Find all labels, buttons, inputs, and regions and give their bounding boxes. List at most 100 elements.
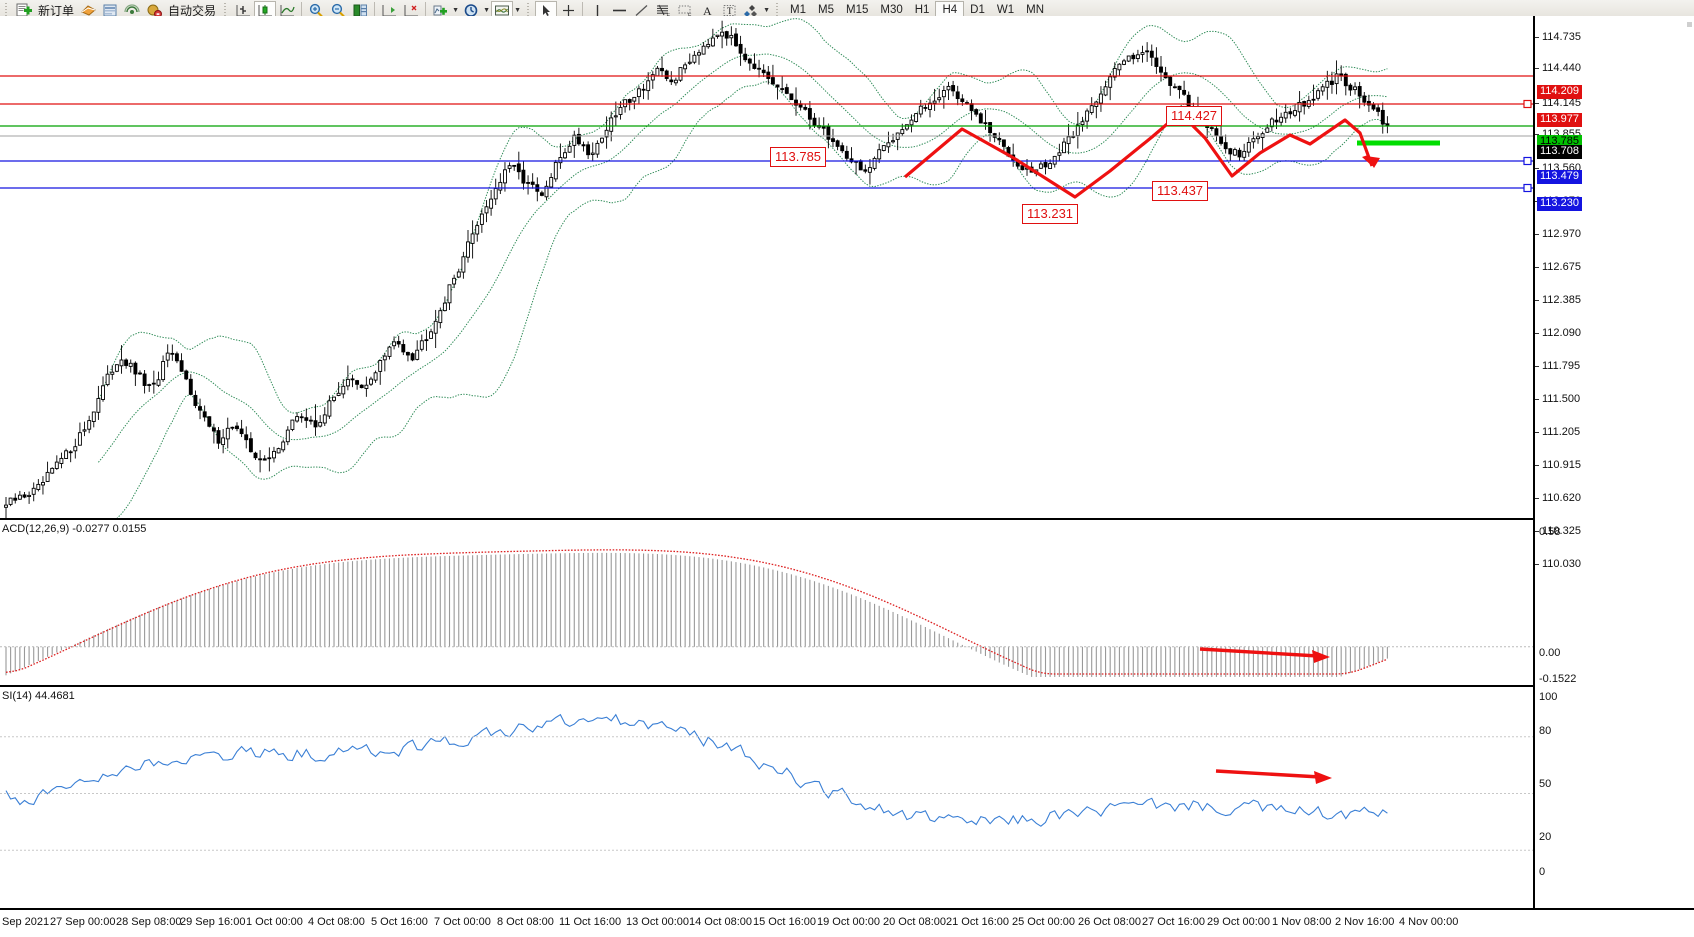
- macd-pane[interactable]: ACD(12,26,9) -0.0277 0.0155 0.580.00-0.1…: [0, 522, 1533, 685]
- rsi-tick: 0: [1539, 866, 1546, 878]
- price-level-badge[interactable]: 113.708: [1537, 145, 1582, 159]
- chart-bar-icon[interactable]: [232, 1, 254, 20]
- time-tick-label: Sep 2021: [2, 916, 50, 928]
- timeframe-m30[interactable]: M30: [880, 4, 903, 16]
- timeframe-h1[interactable]: H1: [914, 4, 930, 16]
- svg-text:A: A: [703, 4, 712, 18]
- fibonacci-icon[interactable]: E: [652, 1, 674, 20]
- indicators-dropdown-arrow[interactable]: ▼: [452, 6, 459, 14]
- tile-windows-icon[interactable]: [349, 1, 371, 20]
- autotrading-label[interactable]: 自动交易: [168, 3, 217, 18]
- timeframe-m5[interactable]: M5: [818, 4, 834, 16]
- macd-tick: -0.1522: [1539, 673, 1577, 685]
- time-tick-label: 1 Oct 00:00: [246, 916, 303, 928]
- price-tick: 111.205: [1535, 426, 1580, 438]
- price-tick: 114.735: [1535, 31, 1581, 43]
- price-tick: 112.090: [1535, 327, 1581, 339]
- toolbar-grip-4[interactable]: [774, 1, 782, 19]
- time-tick-label: 29 Sep 16:00: [180, 916, 246, 928]
- svg-text:E: E: [666, 13, 670, 18]
- new-order-label[interactable]: 新订单: [38, 3, 75, 18]
- rsi-pane[interactable]: SI(14) 44.4681: [0, 689, 1533, 908]
- zoom-in-icon[interactable]: [305, 1, 327, 20]
- price-level-badge[interactable]: 113.230: [1537, 197, 1582, 211]
- autotrading-icon[interactable]: [143, 1, 165, 20]
- anno-114427[interactable]: 114.427: [1166, 106, 1223, 126]
- anno-113785[interactable]: 113.785: [770, 147, 827, 167]
- price-tick: 110.620: [1535, 492, 1581, 504]
- time-axis[interactable]: Sep 2021 27 Sep 00:00 28 Sep 08:00 29 Sep 1…: [0, 910, 1533, 937]
- timeframe-mn[interactable]: MN: [1026, 4, 1044, 16]
- timeframe-m1[interactable]: M1: [790, 4, 807, 16]
- crosshair-icon[interactable]: [557, 1, 579, 20]
- time-tick-label: 4 Nov 00:00: [1399, 916, 1459, 928]
- rsi-tick: 50: [1539, 778, 1552, 790]
- timeframe-w1[interactable]: W1: [996, 4, 1015, 16]
- macd-tick: 0.58: [1539, 526, 1561, 538]
- shapes-icon[interactable]: [740, 1, 762, 20]
- time-tick-label: 7 Oct 00:00: [434, 916, 491, 928]
- text-label-icon[interactable]: T: [718, 1, 740, 20]
- price-chart-canvas[interactable]: [0, 16, 1533, 518]
- anno-113231[interactable]: 113.231: [1022, 204, 1079, 224]
- time-tick-label: 2 Nov 16:00: [1335, 916, 1395, 928]
- shapes-dropdown-arrow[interactable]: ▼: [763, 6, 770, 14]
- profiles-icon[interactable]: [77, 1, 99, 20]
- toolbar-separator-2: [374, 1, 376, 19]
- price-axis[interactable]: 114.735114.440114.145113.855113.560113.2…: [1533, 16, 1694, 908]
- anno-113437[interactable]: 113.437: [1152, 181, 1209, 201]
- price-tick: 111.795: [1535, 360, 1580, 372]
- chart-line-icon[interactable]: [276, 1, 298, 20]
- time-tick-label: 8 Oct 08:00: [497, 916, 554, 928]
- rsi-tick: 80: [1539, 725, 1552, 737]
- time-tick-label: 5 Oct 16:00: [371, 916, 428, 928]
- toolbar-grip-2[interactable]: [222, 1, 230, 19]
- indicators-icon[interactable]: [429, 1, 451, 20]
- macd-canvas[interactable]: 0.580.00-0.1522: [0, 522, 1533, 685]
- time-tick-label: 21 Oct 16:00: [946, 916, 1009, 928]
- vertical-line-icon[interactable]: [586, 1, 608, 20]
- price-tick: 114.440: [1535, 62, 1581, 74]
- time-tick-label: 28 Sep 08:00: [116, 916, 182, 928]
- auto-scroll-icon[interactable]: [400, 1, 422, 20]
- rsi-label: SI(14) 44.4681: [2, 690, 75, 702]
- scroll-handle[interactable]: [1687, 22, 1692, 27]
- price-level-badge[interactable]: 113.977: [1537, 113, 1582, 127]
- price-level-badge[interactable]: 114.209: [1537, 85, 1582, 99]
- templates-dropdown-arrow[interactable]: ▼: [514, 6, 521, 14]
- svg-text:F: F: [688, 13, 692, 18]
- zoom-out-icon[interactable]: [327, 1, 349, 20]
- toolbar-separator-3: [425, 1, 427, 19]
- chart-shift-icon[interactable]: [378, 1, 400, 20]
- toolbar-grip[interactable]: [3, 1, 10, 19]
- price-chart-pane[interactable]: [0, 16, 1533, 518]
- horizontal-line-icon[interactable]: [608, 1, 630, 20]
- period-icon[interactable]: [460, 1, 482, 20]
- navigator-icon[interactable]: [121, 1, 143, 20]
- price-level-badge[interactable]: 113.479: [1537, 170, 1582, 184]
- time-tick-label: 19 Oct 00:00: [817, 916, 880, 928]
- pane-divider-1: [0, 518, 1533, 520]
- price-tick: 110.030: [1535, 558, 1581, 570]
- market-watch-icon[interactable]: [99, 1, 121, 20]
- rsi-canvas[interactable]: [0, 689, 1533, 908]
- timeframe-m15[interactable]: M15: [846, 4, 869, 16]
- time-tick-label: 14 Oct 08:00: [689, 916, 752, 928]
- time-tick-label: 26 Oct 08:00: [1078, 916, 1141, 928]
- channel-icon[interactable]: F: [674, 1, 696, 20]
- period-dropdown-arrow[interactable]: ▼: [483, 6, 490, 14]
- price-tick: 110.915: [1535, 459, 1581, 471]
- toolbar-grip-3[interactable]: [525, 1, 533, 19]
- text-icon[interactable]: A: [696, 1, 718, 20]
- templates-icon[interactable]: [491, 0, 514, 20]
- macd-tick: 0.00: [1539, 647, 1561, 659]
- pane-divider-2: [0, 685, 1533, 687]
- timeframe-d1[interactable]: D1: [970, 4, 985, 16]
- time-tick-label: 27 Sep 00:00: [50, 916, 116, 928]
- trendline-icon[interactable]: [630, 1, 652, 20]
- time-tick-label: 29 Oct 00:00: [1207, 916, 1270, 928]
- time-tick-label: 11 Oct 16:00: [559, 916, 622, 928]
- rsi-tick: 100: [1539, 691, 1558, 703]
- time-tick-label: 4 Oct 08:00: [308, 916, 365, 928]
- toolbar-separator: [301, 1, 303, 19]
